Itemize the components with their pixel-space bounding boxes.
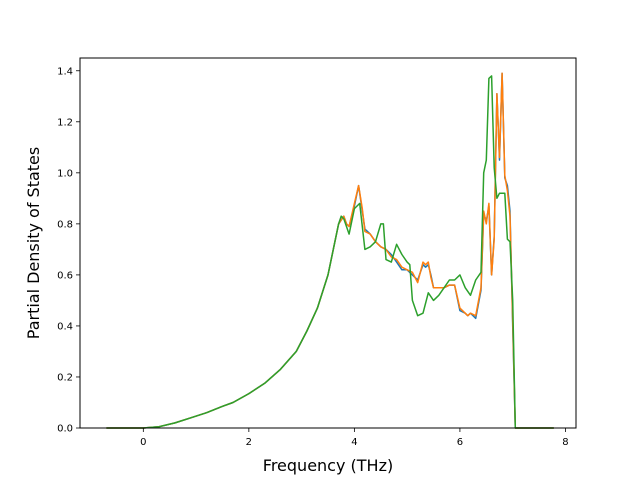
x-tick-label: 8 [562, 437, 568, 448]
x-tick-label: 2 [246, 437, 252, 448]
x-tick-label: 6 [457, 437, 463, 448]
y-tick-label: 1.0 [57, 168, 73, 179]
x-axis-label: Frequency (THz) [263, 456, 393, 475]
y-tick-label: 1.4 [57, 66, 73, 77]
y-tick-label: 0.4 [57, 321, 73, 332]
series-line-3 [106, 75, 554, 429]
y-ticks: 0.0 0.2 0.4 0.6 0.8 1.0 1.2 1.4 [57, 66, 80, 435]
y-tick-label: 0.8 [57, 219, 73, 230]
y-tick-label: 0.2 [57, 372, 73, 383]
plot-frame [79, 57, 577, 429]
x-ticks: 0 2 4 6 8 [140, 428, 569, 448]
x-tick-label: 4 [351, 437, 357, 448]
x-tick-label: 0 [140, 437, 146, 448]
y-tick-label: 0.6 [57, 270, 73, 281]
y-tick-label: 1.2 [57, 117, 73, 128]
plot-lines [106, 72, 554, 429]
y-tick-label: 0.0 [57, 424, 73, 435]
y-axis-label: Partial Density of States [24, 147, 43, 339]
